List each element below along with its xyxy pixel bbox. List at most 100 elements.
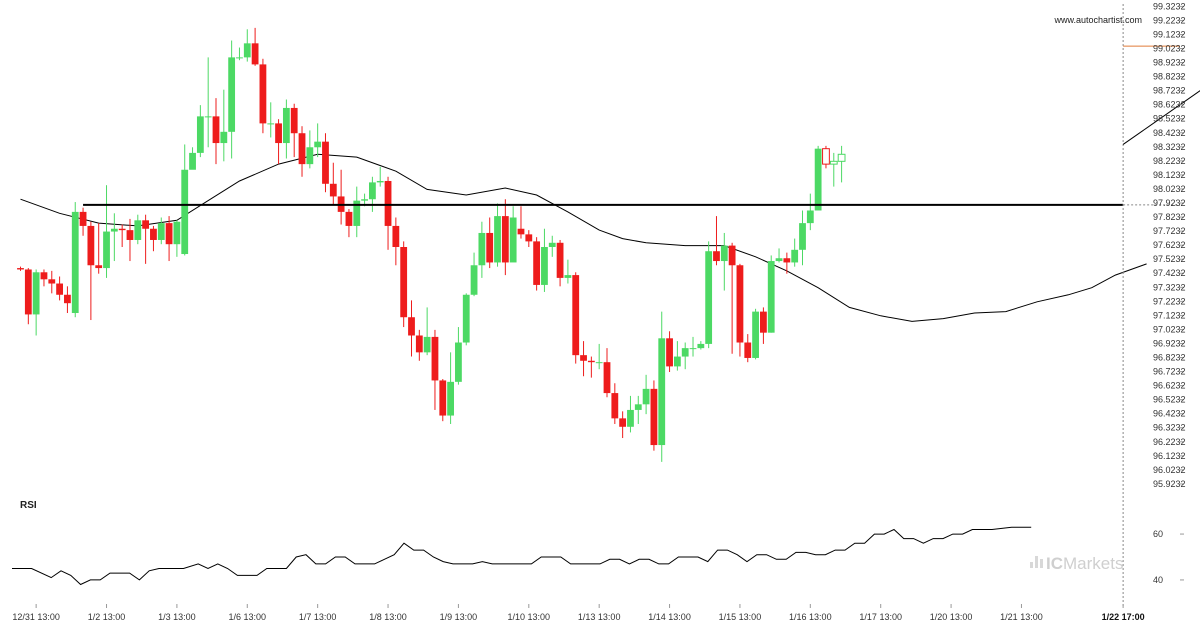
candle-body bbox=[447, 381, 454, 416]
candle-body bbox=[799, 223, 806, 250]
icmarkets-logo-text: ICMarkets bbox=[1046, 554, 1123, 573]
candle-body bbox=[752, 311, 759, 358]
candle-body bbox=[71, 211, 79, 314]
candle-body bbox=[376, 180, 384, 183]
candle-body bbox=[322, 141, 329, 184]
y-tick-label: 96.3232 bbox=[1153, 423, 1186, 433]
candle-body bbox=[361, 199, 368, 201]
candle-body bbox=[837, 153, 846, 162]
x-tick-label: 1/9 13:00 bbox=[440, 612, 478, 622]
x-tick-label: 1/17 13:00 bbox=[859, 612, 902, 622]
candle-body bbox=[673, 356, 681, 367]
x-tick-label: 1/20 13:00 bbox=[930, 612, 973, 622]
candle-body bbox=[462, 294, 470, 343]
candle-body bbox=[603, 362, 611, 394]
candle-body bbox=[501, 216, 509, 263]
ma-line bbox=[20, 153, 1147, 322]
y-tick-label: 96.6232 bbox=[1153, 381, 1186, 391]
candle-body bbox=[806, 210, 814, 224]
candle-body bbox=[134, 220, 142, 240]
candle-body bbox=[572, 275, 580, 356]
candle-body bbox=[306, 147, 314, 165]
candle-body bbox=[814, 148, 822, 211]
candle-body bbox=[728, 245, 736, 266]
candle-body bbox=[181, 169, 189, 255]
candle-body bbox=[611, 393, 619, 419]
y-tick-label: 98.0232 bbox=[1153, 184, 1186, 194]
icmarkets-logo: ICMarkets bbox=[1030, 554, 1123, 573]
y-tick-label: 95.9232 bbox=[1153, 479, 1186, 489]
rsi-panel: 40 60 bbox=[12, 526, 1184, 586]
candle-body bbox=[791, 249, 799, 263]
y-tick-label: 96.4232 bbox=[1153, 409, 1186, 419]
candle-body bbox=[87, 225, 95, 266]
candle-body bbox=[384, 180, 392, 226]
y-tick-label: 97.7232 bbox=[1153, 226, 1186, 236]
candle-body bbox=[165, 223, 173, 245]
y-tick-label: 96.9232 bbox=[1153, 338, 1186, 348]
candle-body bbox=[783, 258, 791, 263]
candle-body bbox=[666, 338, 673, 367]
candle-body bbox=[157, 223, 165, 240]
y-tick-label: 98.7232 bbox=[1153, 86, 1186, 96]
y-tick-label: 98.9232 bbox=[1153, 58, 1186, 68]
candle-body bbox=[720, 245, 728, 262]
x-tick-label: 1/21 13:00 bbox=[1000, 612, 1043, 622]
candle-body bbox=[204, 116, 212, 118]
icmarkets-logo-icon bbox=[1030, 556, 1043, 568]
projection-arrow bbox=[1122, 90, 1200, 145]
y-tick-label: 96.1232 bbox=[1153, 451, 1186, 461]
candle-body bbox=[392, 225, 400, 247]
candle-body bbox=[251, 43, 259, 65]
y-tick-label: 96.2232 bbox=[1153, 437, 1186, 447]
y-tick-label: 97.9232 bbox=[1153, 198, 1186, 208]
y-tick-label: 97.0232 bbox=[1153, 324, 1186, 334]
candle-body bbox=[400, 247, 408, 318]
y-tick-label: 99.0232 bbox=[1153, 43, 1186, 53]
rsi-title: RSI bbox=[20, 500, 37, 511]
candle-body bbox=[517, 228, 525, 235]
candle-body bbox=[541, 247, 548, 285]
candle-body bbox=[494, 216, 501, 263]
y-tick-label: 96.5232 bbox=[1153, 395, 1186, 405]
y-tick-label: 98.8232 bbox=[1153, 72, 1186, 82]
candle-body bbox=[40, 272, 48, 280]
candle-body bbox=[634, 404, 642, 410]
candle-body bbox=[48, 279, 56, 284]
y-tick-label: 97.6232 bbox=[1153, 240, 1186, 250]
x-tick-label: 1/22 17:00 bbox=[1102, 612, 1145, 622]
candle-body bbox=[455, 342, 462, 382]
candle-body bbox=[439, 380, 447, 416]
y-tick-label: 98.2232 bbox=[1153, 156, 1186, 166]
candle-body bbox=[275, 123, 282, 144]
y-tick-label: 98.6232 bbox=[1153, 100, 1186, 110]
candle-body bbox=[79, 211, 87, 226]
candle-body bbox=[619, 418, 627, 427]
y-tick-label: 97.5232 bbox=[1153, 254, 1186, 264]
y-tick-label: 97.4232 bbox=[1153, 268, 1186, 278]
candle-body bbox=[478, 232, 486, 266]
candle-body bbox=[822, 148, 830, 165]
candle-body bbox=[17, 268, 24, 270]
candle-body bbox=[548, 242, 556, 247]
y-tick-label: 97.3232 bbox=[1153, 282, 1186, 292]
candle-body bbox=[282, 107, 290, 144]
x-tick-label: 1/13 13:00 bbox=[578, 612, 621, 622]
x-tick-label: 1/8 13:00 bbox=[369, 612, 407, 622]
candlesticks bbox=[17, 27, 846, 462]
x-tick-label: 1/10 13:00 bbox=[508, 612, 551, 622]
rsi-tick-label: 60 bbox=[1153, 529, 1163, 539]
y-tick-label: 98.4232 bbox=[1153, 128, 1186, 138]
y-tick-label: 99.2232 bbox=[1153, 15, 1186, 25]
rsi-tick-label: 40 bbox=[1153, 575, 1163, 585]
candle-body bbox=[212, 116, 220, 144]
candle-body bbox=[533, 241, 541, 285]
candle-body bbox=[681, 348, 689, 357]
candle-body bbox=[580, 355, 587, 361]
y-tick-label: 96.0232 bbox=[1153, 465, 1186, 475]
candle-body bbox=[587, 360, 595, 363]
candle-body bbox=[760, 311, 767, 333]
candle-body bbox=[642, 388, 650, 405]
candle-body bbox=[189, 152, 196, 170]
x-tick-label: 1/3 13:00 bbox=[158, 612, 196, 622]
